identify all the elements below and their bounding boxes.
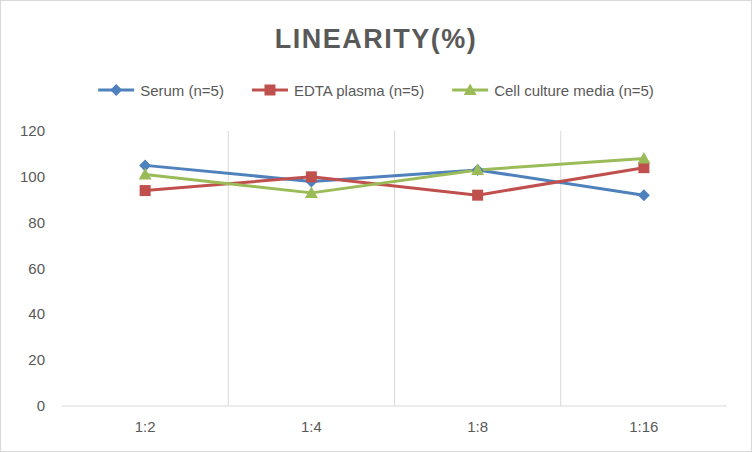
x-tick-label: 1:4 (301, 418, 322, 435)
y-tick-label: 80 (28, 214, 45, 231)
title: LINEARITY(%) (275, 24, 478, 54)
data-point (637, 152, 650, 164)
legend-item: EDTA plasma (n=5) (252, 82, 424, 99)
x-tick-label: 1:16 (629, 418, 658, 435)
data-point (306, 171, 317, 182)
legend-label: Cell culture media (n=5) (494, 82, 654, 99)
data-point (140, 185, 151, 196)
y-tick-label: 40 (28, 305, 45, 322)
data-point (471, 163, 484, 175)
legend-label: EDTA plasma (n=5) (294, 82, 424, 99)
data-point (472, 164, 484, 176)
legend-item: Serum (n=5) (98, 82, 224, 99)
data-point (472, 190, 483, 201)
legend-marker (110, 84, 122, 96)
y-tick-label: 0 (37, 397, 45, 414)
x-tick-label: 1:2 (135, 418, 156, 435)
series-line (145, 159, 644, 193)
background (1, 1, 752, 452)
x-axis (62, 406, 727, 407)
x-tick-label: 1:8 (467, 418, 488, 435)
y-tick-label: 120 (20, 122, 45, 139)
legend: Serum (n=5) EDTA plasma (n=5) Cell culture… (98, 82, 654, 99)
legend-marker (264, 85, 275, 96)
y-tick-label: 20 (28, 351, 45, 368)
chart: LINEARITY(%) 0 20 40 60 80 100 120 1:2 1:4 1:8 1:16… (0, 0, 752, 452)
data-point (139, 168, 152, 180)
data-point (638, 189, 650, 201)
data-point (638, 162, 649, 173)
data-point (305, 186, 318, 198)
plot-area (139, 152, 651, 201)
y-tick-label: 60 (28, 260, 45, 277)
legend-label: Serum (n=5) (140, 82, 224, 99)
grid-line (560, 131, 561, 406)
grid-line (394, 131, 395, 406)
y-tick-label: 100 (20, 168, 45, 185)
legend-marker (464, 84, 477, 96)
legend-item: Cell culture media (n=5) (452, 82, 654, 99)
